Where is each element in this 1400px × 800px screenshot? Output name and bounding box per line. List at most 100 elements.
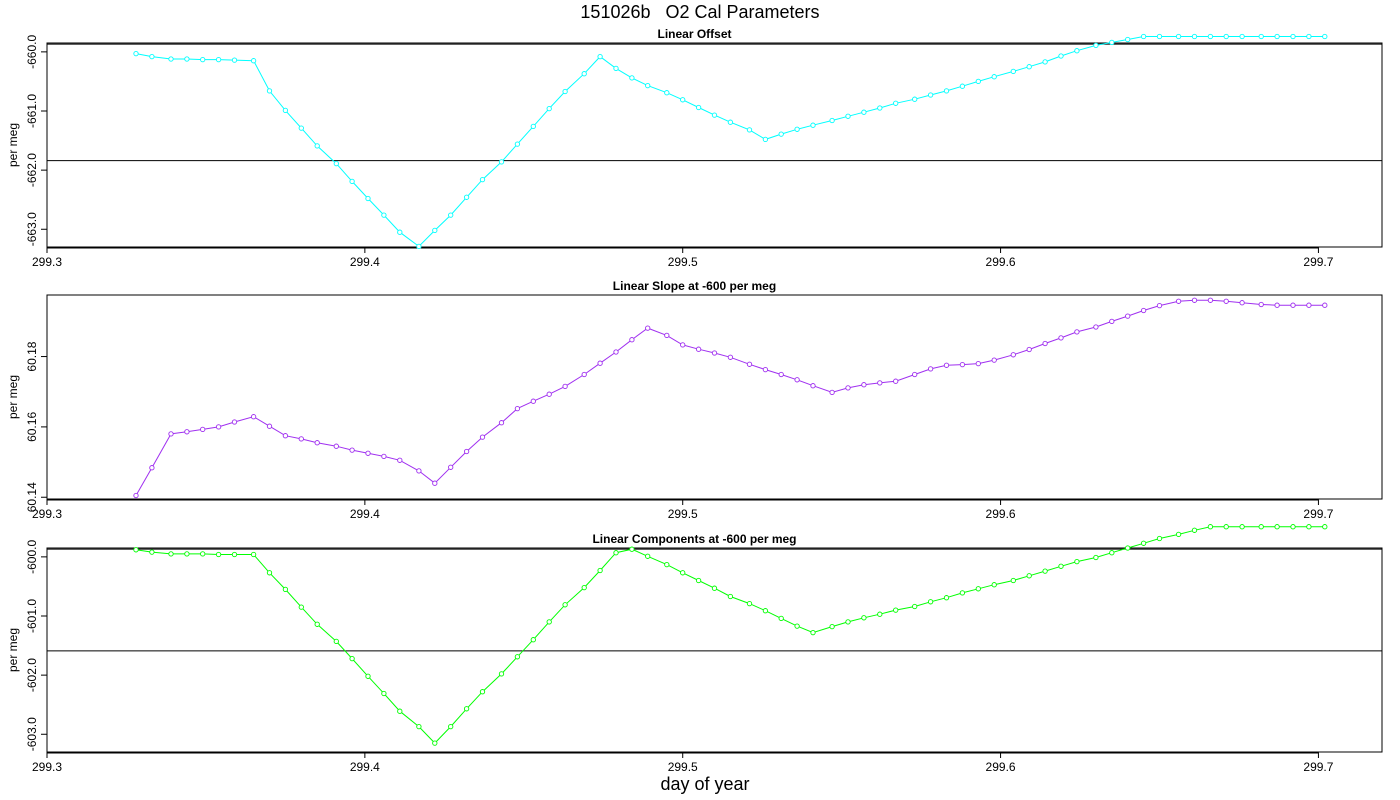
data-point [298,125,304,131]
data-point [530,398,536,404]
data-point [727,593,734,600]
data-point [613,65,619,72]
data-point [231,419,238,425]
y-tick-label: 60.14 [25,482,39,512]
data-point [762,136,769,143]
data-point [365,195,371,202]
data-point [498,671,505,677]
data-point [381,690,387,697]
data-point [746,600,753,607]
data-point [762,608,769,614]
x-tick-label: 299.7 [1303,255,1333,269]
data-point [1058,563,1064,569]
data-point [1156,535,1163,542]
data-point [149,465,155,471]
data-point [1109,550,1115,556]
data-point [845,113,851,119]
y-axis-label: per meg [6,375,20,419]
data-point [1125,36,1131,43]
data-point [381,453,387,460]
data-point [991,357,997,363]
data-point [680,97,686,103]
data-point [397,229,403,235]
data-point [664,332,670,339]
y-tick-label: -602.0 [25,658,39,692]
x-tick-label: 299.4 [350,760,380,774]
data-point [1042,568,1048,574]
data-point [282,433,289,439]
data-point [314,440,320,446]
data-point [613,550,619,556]
data-point [1322,33,1328,40]
data-point [1191,527,1198,533]
plot-frame [46,294,1383,500]
data-point [546,391,552,397]
data-point [1093,554,1099,561]
panel-title: Linear Components at -600 per meg [592,532,796,546]
data-point [1223,298,1229,304]
x-tick-label: 299.6 [986,760,1016,774]
data-point [416,723,422,730]
data-point [231,57,238,63]
data-point [1258,524,1264,530]
data-point [1058,53,1064,59]
data-point [530,637,536,643]
y-tick-label: -660.0 [25,35,39,69]
y-tick-label: -661.0 [25,94,39,128]
data-point [463,448,470,455]
data-point [266,88,273,94]
data-point [250,551,257,558]
data-point [629,546,635,552]
data-point [861,615,867,621]
data-point [927,366,934,372]
data-point [1306,524,1312,530]
data-point [381,212,387,218]
data-point [1125,545,1131,551]
panel-title: Linear Slope at -600 per meg [613,279,776,293]
data-point [432,480,438,486]
data-point [1258,33,1264,40]
data-point [514,141,521,147]
data-point [1290,302,1296,308]
data-point [877,380,883,386]
y-tick-label: -663.0 [25,212,39,246]
data-point [282,107,289,114]
data-point [1140,307,1147,314]
x-tick-label: 299.7 [1303,507,1333,521]
data-point [562,602,568,608]
data-point [645,82,651,89]
data-point [794,126,800,132]
data-point [133,492,139,499]
data-point [266,423,273,429]
data-point [912,603,918,610]
data-point [746,127,753,133]
data-point [664,561,670,568]
data-point [927,92,934,98]
data-point [1306,302,1312,308]
data-point [514,405,521,412]
data-point [877,611,883,617]
data-point [514,654,521,660]
data-point [893,378,899,384]
y-tick-label: -603.0 [25,717,39,751]
data-point [711,112,718,118]
data-point [597,360,603,366]
data-point [250,58,257,64]
data-point [829,623,835,630]
x-tick-label: 299.7 [1303,760,1333,774]
x-tick-label: 299.4 [350,507,380,521]
data-point [1093,324,1099,330]
chart-panel-2: Linear Slope at -600 per meg per meg 299.3… [6,279,1383,521]
data-point [133,50,139,57]
data-point [613,349,619,355]
data-point [1306,33,1312,40]
data-point [184,551,190,557]
data-point [1290,33,1296,40]
data-point [711,350,718,356]
x-tick-label: 299.5 [668,507,698,521]
data-point [912,96,918,102]
plot-frame [46,42,1383,248]
data-point [778,371,784,378]
data-point [1042,59,1048,65]
